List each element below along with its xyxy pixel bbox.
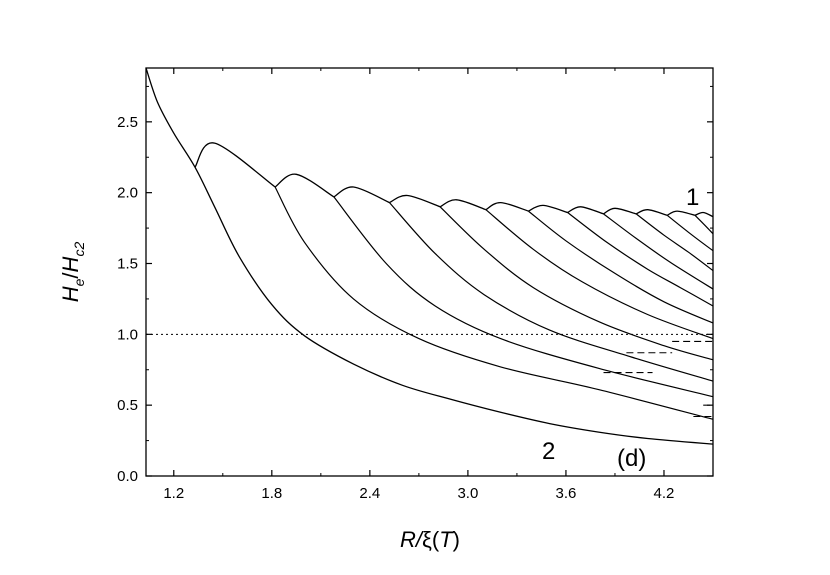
x-tick-label: 2.4 bbox=[359, 485, 380, 502]
y-tick-label: 0.0 bbox=[117, 468, 138, 485]
y-tick-label: 1.0 bbox=[117, 326, 138, 343]
branch-tail-10 bbox=[666, 214, 714, 252]
branch-arch-9 bbox=[603, 207, 637, 215]
branch-arch-10 bbox=[635, 209, 668, 216]
plot-frame bbox=[145, 67, 714, 477]
branch-tail-1 bbox=[274, 186, 714, 420]
branch-arch-5 bbox=[439, 199, 487, 211]
y-label-c2: c2 bbox=[71, 242, 87, 257]
y-label-slash: / bbox=[58, 272, 83, 279]
branch-tail-8 bbox=[603, 213, 714, 290]
x-tick-label: 1.2 bbox=[163, 485, 184, 502]
branch-arch-4 bbox=[389, 194, 441, 208]
x-axis-label: R/ξ(T) bbox=[400, 527, 460, 552]
y-label-h2: H bbox=[58, 256, 83, 272]
x-tick-label: 4.2 bbox=[654, 485, 675, 502]
panel-label: (d) bbox=[617, 445, 646, 472]
x-tick-label: 1.8 bbox=[261, 485, 282, 502]
x-label-open: ( bbox=[432, 527, 440, 552]
lower-envelope-curve bbox=[145, 67, 714, 445]
x-label-r: R/ bbox=[400, 527, 424, 552]
branch-arch-6 bbox=[485, 201, 529, 212]
branch-tail-5 bbox=[485, 209, 714, 340]
y-label-h1: H bbox=[58, 286, 83, 302]
branch-tail-4 bbox=[439, 206, 714, 361]
y-tick-label: 0.5 bbox=[117, 397, 138, 414]
x-label-t: T bbox=[439, 527, 454, 552]
axis-ticks bbox=[146, 68, 713, 477]
branch-tail-9 bbox=[635, 213, 714, 272]
x-label-xi: ξ bbox=[422, 527, 432, 552]
x-tick-label: 3.0 bbox=[457, 485, 478, 502]
y-tick-label: 1.5 bbox=[117, 256, 138, 273]
y-label-e: e bbox=[71, 278, 87, 286]
curve-2-label: 2 bbox=[542, 438, 555, 465]
branch-tail-7 bbox=[567, 212, 714, 307]
branch-tail-11 bbox=[694, 214, 714, 235]
branch-tail-2 bbox=[333, 196, 714, 398]
tick-labels: 1.2 1.8 2.4 3.0 3.6 4.2 0.0 0.5 1.0 1.5 2.0 2.5 bbox=[117, 114, 674, 502]
branch-tail-3 bbox=[389, 202, 714, 382]
x-tick-label: 3.6 bbox=[556, 485, 577, 502]
y-tick-label: 2.0 bbox=[117, 185, 138, 202]
branch-arch-7 bbox=[528, 204, 568, 214]
branch-arch-12 bbox=[694, 211, 714, 218]
y-tick-label: 2.5 bbox=[117, 114, 138, 131]
branch-arch-3 bbox=[333, 186, 390, 204]
branch-arch-8 bbox=[567, 206, 604, 215]
branch-tail-6 bbox=[528, 210, 714, 324]
branch-arch-11 bbox=[666, 210, 696, 216]
branch-arch-2 bbox=[274, 173, 335, 198]
branch-arch-1 bbox=[194, 142, 276, 188]
y-axis-label: He/Hc2 bbox=[58, 242, 87, 303]
curve-group bbox=[145, 67, 714, 445]
curve-1-label: 1 bbox=[686, 184, 699, 211]
x-label-close: ) bbox=[453, 527, 460, 552]
svg-text:He/Hc2: He/Hc2 bbox=[58, 242, 87, 303]
